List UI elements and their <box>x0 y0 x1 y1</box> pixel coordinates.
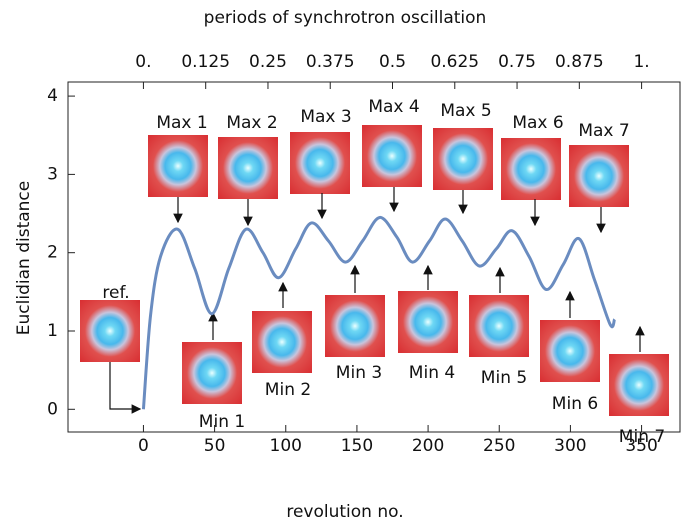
beam-image <box>290 132 350 194</box>
beam-image <box>182 342 242 404</box>
x-tick-label: 100 <box>270 436 302 456</box>
arrow <box>109 362 142 414</box>
annotation-label: Max 2 <box>226 113 277 133</box>
x-tick-label: 250 <box>483 436 515 456</box>
plot-frame <box>67 81 681 433</box>
y-tick-label: 1 <box>47 321 58 341</box>
beam-image <box>501 138 561 200</box>
annotation-label: Max 7 <box>578 121 629 141</box>
y-tick-label: 3 <box>47 164 58 184</box>
beam-image <box>325 295 385 357</box>
x2-tick-label: 0.875 <box>555 52 604 72</box>
top-axis-title: periods of synchrotron oscillation <box>204 8 487 28</box>
y-axis-title: Euclidian distance <box>14 181 34 335</box>
x-tick-label: 200 <box>412 436 444 456</box>
beam-image <box>433 128 493 190</box>
annotation-label: Min 4 <box>409 363 455 383</box>
x2-tick-label: 0.5 <box>379 52 406 72</box>
beam-image <box>252 311 312 373</box>
annotation-label: Min 2 <box>265 380 311 400</box>
y-tick-label: 4 <box>47 86 58 106</box>
x-tick-label: 350 <box>625 436 657 456</box>
x-tick-label: 0 <box>138 436 149 456</box>
x2-tick-label: 0.125 <box>181 52 230 72</box>
x2-tick-label: 0.375 <box>306 52 355 72</box>
x-tick-label: 150 <box>341 436 373 456</box>
x2-tick-label: 0.75 <box>498 52 536 72</box>
y-tick-label: 2 <box>47 243 58 263</box>
annotation-label: Min 7 <box>619 427 665 447</box>
beam-image <box>540 320 600 382</box>
annotation-label: ref. <box>102 283 129 303</box>
annotation-label: Max 5 <box>440 101 491 121</box>
beam-image <box>609 354 669 416</box>
beam-image <box>469 295 529 357</box>
annotation-label: Max 1 <box>156 113 207 133</box>
annotation-label: Min 3 <box>336 363 382 383</box>
annotation-label: Min 6 <box>552 394 598 414</box>
x-tick-label: 50 <box>204 436 226 456</box>
y-tick-label: 0 <box>47 399 58 419</box>
annotation-label: Max 4 <box>368 97 419 117</box>
beam-image <box>398 291 458 353</box>
annotation-label: Min 1 <box>199 412 245 432</box>
beam-image <box>148 135 208 197</box>
x2-tick-label: 0.25 <box>249 52 287 72</box>
beam-image <box>362 125 422 187</box>
x2-tick-label: 0.625 <box>430 52 479 72</box>
annotation-label: Min 5 <box>481 368 527 388</box>
x2-tick-label: 0. <box>135 52 151 72</box>
beam-image <box>80 300 140 362</box>
beam-image <box>569 145 629 207</box>
annotation-label: Max 3 <box>300 107 351 127</box>
annotation-label: Max 6 <box>512 113 563 133</box>
x-tick-label: 300 <box>554 436 586 456</box>
beam-image <box>218 137 278 199</box>
x2-tick-label: 1. <box>633 52 649 72</box>
line <box>141 215 616 410</box>
x-axis-title: revolution no. <box>286 502 403 522</box>
